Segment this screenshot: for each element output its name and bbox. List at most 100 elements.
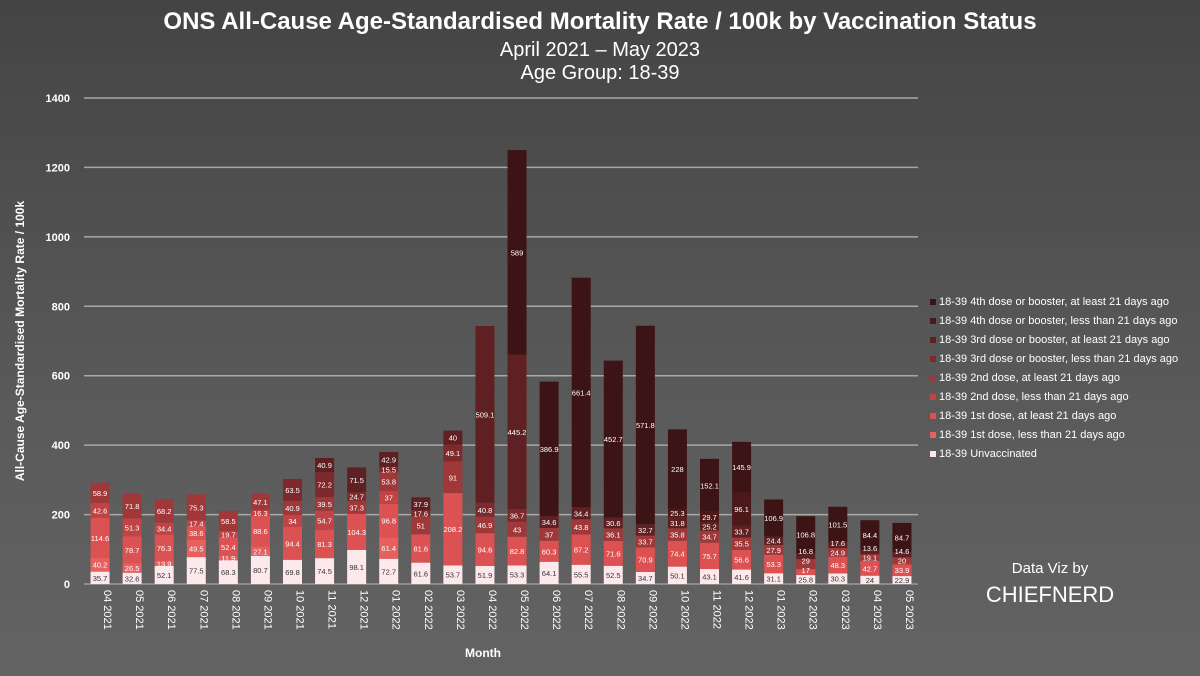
data-label: 52.5 xyxy=(606,571,621,580)
data-label: 34 xyxy=(288,517,296,526)
data-label: 31.8 xyxy=(670,519,685,528)
bar-segment xyxy=(250,555,270,584)
bar-segment xyxy=(411,516,431,535)
data-label: 84.7 xyxy=(895,534,910,543)
data-label: 51.3 xyxy=(125,523,140,532)
legend-swatch xyxy=(930,375,936,381)
data-label: 42.7 xyxy=(863,564,878,573)
bar-segment xyxy=(764,573,784,584)
bar-segment xyxy=(892,564,912,577)
x-tick-label: 05 2022 xyxy=(518,590,530,630)
bar-segment xyxy=(507,565,527,584)
data-label: 101.5 xyxy=(828,520,847,529)
bar-segment xyxy=(186,526,206,540)
x-tick-label: 09 2021 xyxy=(261,590,273,630)
bar-segment xyxy=(250,546,270,556)
data-label: 35.8 xyxy=(670,531,685,540)
bar-segment xyxy=(507,509,527,522)
bar-segment xyxy=(283,559,302,584)
bar-segment xyxy=(315,457,335,473)
bar-segment xyxy=(475,516,495,534)
data-label: 38.6 xyxy=(189,529,204,538)
bar-segment xyxy=(218,531,238,538)
bar-segment xyxy=(507,354,527,510)
bar-segment xyxy=(507,536,527,566)
bar-segment xyxy=(122,536,142,564)
data-label: 104.3 xyxy=(347,528,366,537)
data-label: 39.5 xyxy=(317,500,332,509)
legend-swatch xyxy=(930,451,936,457)
x-tick-label: 08 2021 xyxy=(229,590,241,630)
data-label: 106.8 xyxy=(796,531,815,540)
chart-subtitle: April 2021 – May 2023 xyxy=(499,39,701,61)
data-label: 71.6 xyxy=(606,549,621,558)
x-tick-label: 04 2023 xyxy=(871,590,883,630)
data-label: 53.3 xyxy=(510,571,525,580)
bar-segment xyxy=(315,510,335,530)
bar-segment xyxy=(315,472,335,498)
bar-segment xyxy=(122,563,142,573)
bar-segment xyxy=(667,508,687,518)
bar-segment xyxy=(860,554,880,561)
bar-segment xyxy=(90,571,110,584)
bar-segment xyxy=(90,557,110,572)
bar-segment xyxy=(860,549,880,555)
data-label: 26.5 xyxy=(125,564,140,573)
data-label: 24.9 xyxy=(831,548,846,557)
bar-segment xyxy=(475,533,495,566)
data-label: 34.7 xyxy=(638,574,653,583)
bar-segment xyxy=(892,522,912,553)
data-label: 60.3 xyxy=(542,547,557,556)
bar-segment xyxy=(732,537,752,550)
data-label: 96.8 xyxy=(381,517,396,526)
bar-segment xyxy=(283,500,302,516)
data-label: 16.3 xyxy=(253,509,268,518)
bar-segment xyxy=(828,573,848,584)
x-tick-label: 04 2021 xyxy=(101,590,113,630)
bar-segment xyxy=(379,466,399,473)
bar-segment xyxy=(764,499,784,537)
data-label: 82.8 xyxy=(510,547,525,556)
data-label: 40 xyxy=(449,434,457,443)
data-label: 17.6 xyxy=(831,539,846,548)
bar-segment xyxy=(218,556,238,561)
data-label: 15.5 xyxy=(381,466,396,475)
bar-segment xyxy=(828,541,848,549)
bar-segment xyxy=(347,549,367,584)
data-label: 52.4 xyxy=(221,543,236,552)
bar-segment xyxy=(796,569,816,576)
x-tick-label: 06 2022 xyxy=(550,590,562,630)
data-label: 41.6 xyxy=(734,573,749,582)
data-label: 70.9 xyxy=(638,556,653,565)
bar-segment xyxy=(443,461,463,494)
bar-segment xyxy=(379,472,399,492)
data-label: 571.8 xyxy=(636,421,655,430)
bar-segment xyxy=(379,491,399,504)
data-label: 145.9 xyxy=(732,463,751,472)
data-label: 69.8 xyxy=(285,568,300,577)
bar-segment xyxy=(539,515,559,528)
y-tick-label: 800 xyxy=(52,301,70,313)
bar-segment xyxy=(700,530,719,543)
data-label: 24 xyxy=(866,576,874,585)
bar-segment xyxy=(667,517,687,529)
data-label: 53.8 xyxy=(381,478,396,487)
bar-segment xyxy=(796,516,816,554)
x-tick-label: 09 2022 xyxy=(646,590,658,630)
bar-segment xyxy=(347,467,367,493)
data-label: 96.1 xyxy=(734,505,749,514)
legend-entry: 18-39 1st dose, at least 21 days ago xyxy=(939,410,1116,422)
data-label: 20 xyxy=(898,557,906,566)
bar-segment xyxy=(860,560,880,576)
bar-segment xyxy=(635,524,655,536)
bar-segment xyxy=(186,520,206,527)
legend-swatch xyxy=(930,299,936,305)
x-tick-label: 07 2021 xyxy=(197,590,209,630)
credit-line1: Data Viz by xyxy=(1011,560,1089,577)
bar-segment xyxy=(732,492,752,526)
y-tick-label: 0 xyxy=(64,579,70,591)
bar-segment xyxy=(443,565,463,584)
data-label: 51.9 xyxy=(478,571,493,580)
x-tick-label: 10 2021 xyxy=(294,590,306,630)
